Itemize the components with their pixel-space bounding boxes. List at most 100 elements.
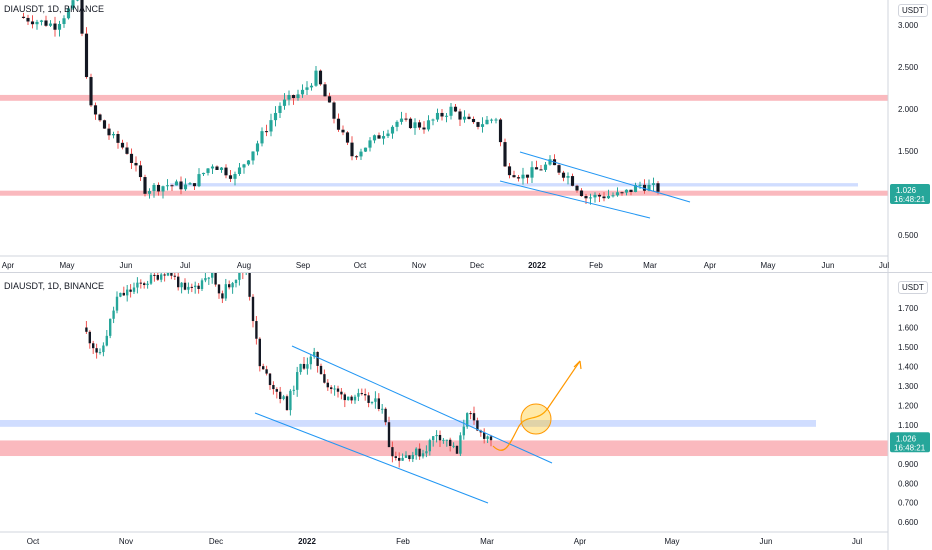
- candle-body: [238, 273, 241, 280]
- candle-body: [221, 293, 224, 299]
- candle-body: [316, 351, 319, 366]
- candle-body: [190, 286, 193, 288]
- top-chart-svg[interactable]: 3.0002.5002.0001.5001.0000.5001.02616:48…: [0, 0, 932, 272]
- candle-body: [651, 183, 656, 185]
- candle-body: [350, 142, 354, 157]
- candle-body: [192, 183, 197, 187]
- candle-body: [462, 426, 465, 436]
- candle-body: [597, 194, 602, 197]
- candle-body: [161, 186, 165, 192]
- candle-body: [122, 292, 125, 296]
- y-tick-label: 1.600: [898, 324, 919, 333]
- candle-body: [453, 106, 458, 112]
- candle-body: [593, 194, 597, 198]
- candle-body: [264, 131, 269, 133]
- candle-body: [30, 21, 35, 25]
- x-tick-label: May: [664, 537, 679, 546]
- candle-body: [399, 118, 404, 122]
- candle-body: [302, 363, 306, 369]
- candle-body: [89, 77, 93, 106]
- x-tick-label: Oct: [27, 537, 40, 546]
- candle-body: [275, 389, 278, 392]
- candle-body: [109, 318, 112, 336]
- candle-body: [438, 435, 442, 441]
- candle-body: [201, 172, 206, 175]
- candle-body: [503, 142, 507, 167]
- candle-body: [248, 273, 251, 297]
- x-tick-label: Feb: [396, 537, 410, 546]
- candle-body: [340, 391, 343, 395]
- candle-body: [629, 189, 633, 193]
- candle-body: [98, 352, 102, 354]
- candle-body: [367, 395, 370, 403]
- bottom-chart-panel[interactable]: 1.8001.7001.6001.5001.4001.3001.2001.100…: [0, 273, 932, 550]
- candle-body: [467, 116, 471, 119]
- x-tick-label: 2022: [528, 261, 546, 270]
- candle-body: [469, 413, 472, 415]
- candle-body: [480, 124, 485, 127]
- candle-body: [421, 453, 425, 457]
- candle-body: [75, 0, 80, 1]
- candle-body: [476, 122, 480, 127]
- candle-body: [44, 20, 48, 26]
- top-chart-panel[interactable]: 3.0002.5002.0001.5001.0000.5001.02616:48…: [0, 0, 932, 272]
- candle-body: [214, 273, 217, 285]
- x-tick-label: Aug: [237, 261, 251, 270]
- candle-body: [183, 184, 188, 190]
- candle-body: [306, 364, 309, 369]
- top-currency-label[interactable]: USDT: [898, 4, 928, 17]
- support-zone: [0, 440, 888, 457]
- candle-body: [160, 274, 163, 280]
- candle-body: [152, 184, 156, 192]
- candle-body: [404, 118, 408, 120]
- x-tick-label: Jun: [120, 261, 133, 270]
- candle-body: [489, 119, 494, 121]
- candle-body: [530, 167, 534, 178]
- panel-divider[interactable]: [0, 272, 932, 273]
- candle-body: [255, 143, 260, 152]
- candle-body: [147, 191, 152, 194]
- candle-body: [200, 280, 204, 289]
- x-tick-label: Mar: [643, 261, 657, 270]
- x-tick-label: Apr: [574, 537, 587, 546]
- candle-body: [656, 183, 660, 192]
- bottom-currency-label[interactable]: USDT: [898, 281, 928, 294]
- candle-body: [292, 389, 295, 391]
- candle-body: [458, 111, 462, 120]
- candle-body: [435, 112, 440, 120]
- channel-line: [254, 412, 489, 504]
- candle-body: [387, 422, 391, 448]
- candle-body: [237, 167, 242, 174]
- candle-body: [80, 0, 84, 34]
- candle-body: [187, 286, 190, 290]
- candle-body: [309, 356, 312, 365]
- candle-body: [415, 448, 418, 455]
- candle-body: [588, 197, 593, 199]
- candle-body: [210, 166, 215, 169]
- candle-body: [391, 447, 394, 457]
- candle-body: [233, 173, 237, 179]
- candle-body: [445, 439, 448, 441]
- candle-body: [62, 18, 66, 24]
- candle-body: [330, 387, 333, 390]
- candle-body: [149, 274, 153, 284]
- candle-body: [489, 436, 493, 441]
- candle-body: [272, 385, 275, 390]
- bottom-chart-svg[interactable]: 1.8001.7001.6001.5001.4001.3001.2001.100…: [0, 273, 932, 550]
- candle-body: [647, 184, 651, 191]
- y-tick-label: 1.200: [898, 401, 919, 410]
- candle-body: [260, 131, 264, 144]
- candle-body: [21, 16, 26, 18]
- candle-body: [534, 167, 539, 170]
- x-tick-label: Nov: [412, 261, 426, 270]
- countdown-text: 16:48:21: [894, 195, 926, 204]
- candle-body: [404, 455, 408, 458]
- candle-body: [341, 129, 345, 133]
- y-tick-label: 1.500: [898, 343, 919, 352]
- candle-body: [146, 283, 149, 286]
- candle-body: [156, 184, 161, 192]
- candle-body: [296, 94, 300, 99]
- candle-body: [638, 184, 642, 186]
- candle-body: [115, 296, 119, 311]
- candle-body: [95, 348, 98, 353]
